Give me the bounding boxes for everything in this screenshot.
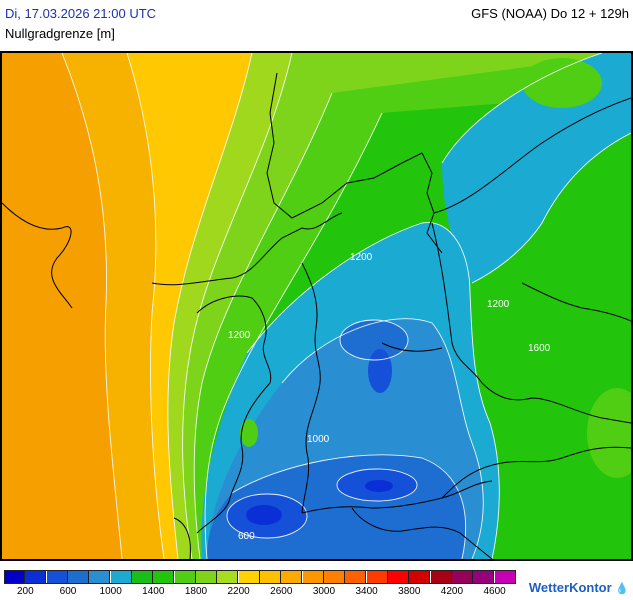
legend-swatch (302, 570, 324, 584)
wetterkontor-logo: WetterKontor 💧 (529, 580, 629, 595)
legend-swatch (110, 570, 132, 584)
freezing-level-map: 1200 1200 1200 1600 1000 600 (0, 51, 633, 561)
legend-swatch (89, 570, 111, 584)
color-legend: 200 600 1000 1400 1800 2200 2600 3000 3400 3800 42… (4, 570, 516, 600)
legend-tick-label: 3400 (355, 586, 378, 597)
country-borders (2, 72, 631, 559)
legend-tick-label: 2600 (270, 586, 293, 597)
contour-label: 1200 (228, 330, 251, 341)
border-poland (521, 282, 631, 322)
legend-swatch (494, 570, 516, 584)
legend-tick-label: 3800 (398, 586, 421, 597)
model-run-label: GFS (NOAA) Do 12 + 129h (471, 6, 629, 21)
legend-swatch (25, 570, 47, 584)
legend-swatch (451, 570, 473, 584)
parameter-title: Nullgradgrenze [m] (5, 26, 115, 41)
legend-swatch (387, 570, 409, 584)
legend-tick-label: 1000 (99, 586, 122, 597)
contour-label: 600 (238, 531, 255, 542)
border-belgium (196, 295, 272, 384)
field-island-ne (522, 58, 602, 108)
legend-tick-label: 1400 (142, 586, 165, 597)
weather-drop-icon: 💧 (615, 583, 629, 595)
field-800-central (340, 320, 408, 360)
field-600-central (368, 349, 392, 393)
coastline-baltic-east (433, 97, 631, 214)
legend-tick-label: 600 (59, 586, 77, 597)
field-island-east (587, 388, 631, 478)
border-france-east (196, 382, 271, 534)
forecast-datetime: Di, 17.03.2026 21:00 UTC (5, 6, 157, 21)
legend-tick-label: 3000 (312, 586, 336, 597)
border-italy (351, 507, 493, 559)
legend-tick-label: 4200 (440, 586, 464, 597)
legend-swatch (67, 570, 89, 584)
coastline-north (266, 72, 423, 219)
legend-swatch (4, 570, 25, 584)
map-canvas: 1200 1200 1200 1600 1000 600 (2, 53, 631, 559)
legend-swatch (153, 570, 175, 584)
coastline-england (2, 202, 73, 309)
isolines (61, 53, 631, 559)
field-200-400-west (246, 505, 282, 525)
legend-swatch (238, 570, 260, 584)
legend-swatch (430, 570, 452, 584)
legend-swatch (195, 570, 217, 584)
legend-swatch (323, 570, 345, 584)
border-alps (301, 480, 493, 514)
logo-text: WetterKontor (528, 580, 612, 595)
legend-swatch (366, 570, 388, 584)
legend-swatch (281, 570, 303, 584)
contour-label: 1600 (528, 343, 551, 354)
contour-label: 1200 (487, 299, 510, 310)
contour-labels: 1200 1200 1200 1600 1000 600 (228, 252, 551, 542)
border-czech (381, 342, 443, 352)
legend-swatch (217, 570, 239, 584)
legend-swatch (174, 570, 196, 584)
contour-label: 1200 (350, 252, 373, 263)
field-200-400 (365, 480, 393, 492)
legend-tick-label: 4600 (483, 586, 506, 597)
coastline-baltic (421, 152, 443, 254)
legend-swatch (345, 570, 367, 584)
border-germany-east (431, 222, 631, 424)
legend-swatch (473, 570, 495, 584)
legend-swatch (46, 570, 68, 584)
legend-swatch (409, 570, 431, 584)
border-southwest (173, 517, 191, 559)
border-austria (441, 446, 631, 499)
legend-swatch (131, 570, 153, 584)
legend-swatch (259, 570, 281, 584)
border-benelux (151, 212, 343, 286)
legend-tick-label: 1800 (184, 586, 208, 597)
legend-tick-label: 2200 (227, 586, 250, 597)
legend-tick-label: 200 (16, 586, 34, 597)
border-germany-west (301, 262, 321, 514)
field-island-1 (240, 419, 258, 447)
contour-label: 1000 (307, 434, 330, 445)
field-1000-1200-north (442, 53, 631, 283)
